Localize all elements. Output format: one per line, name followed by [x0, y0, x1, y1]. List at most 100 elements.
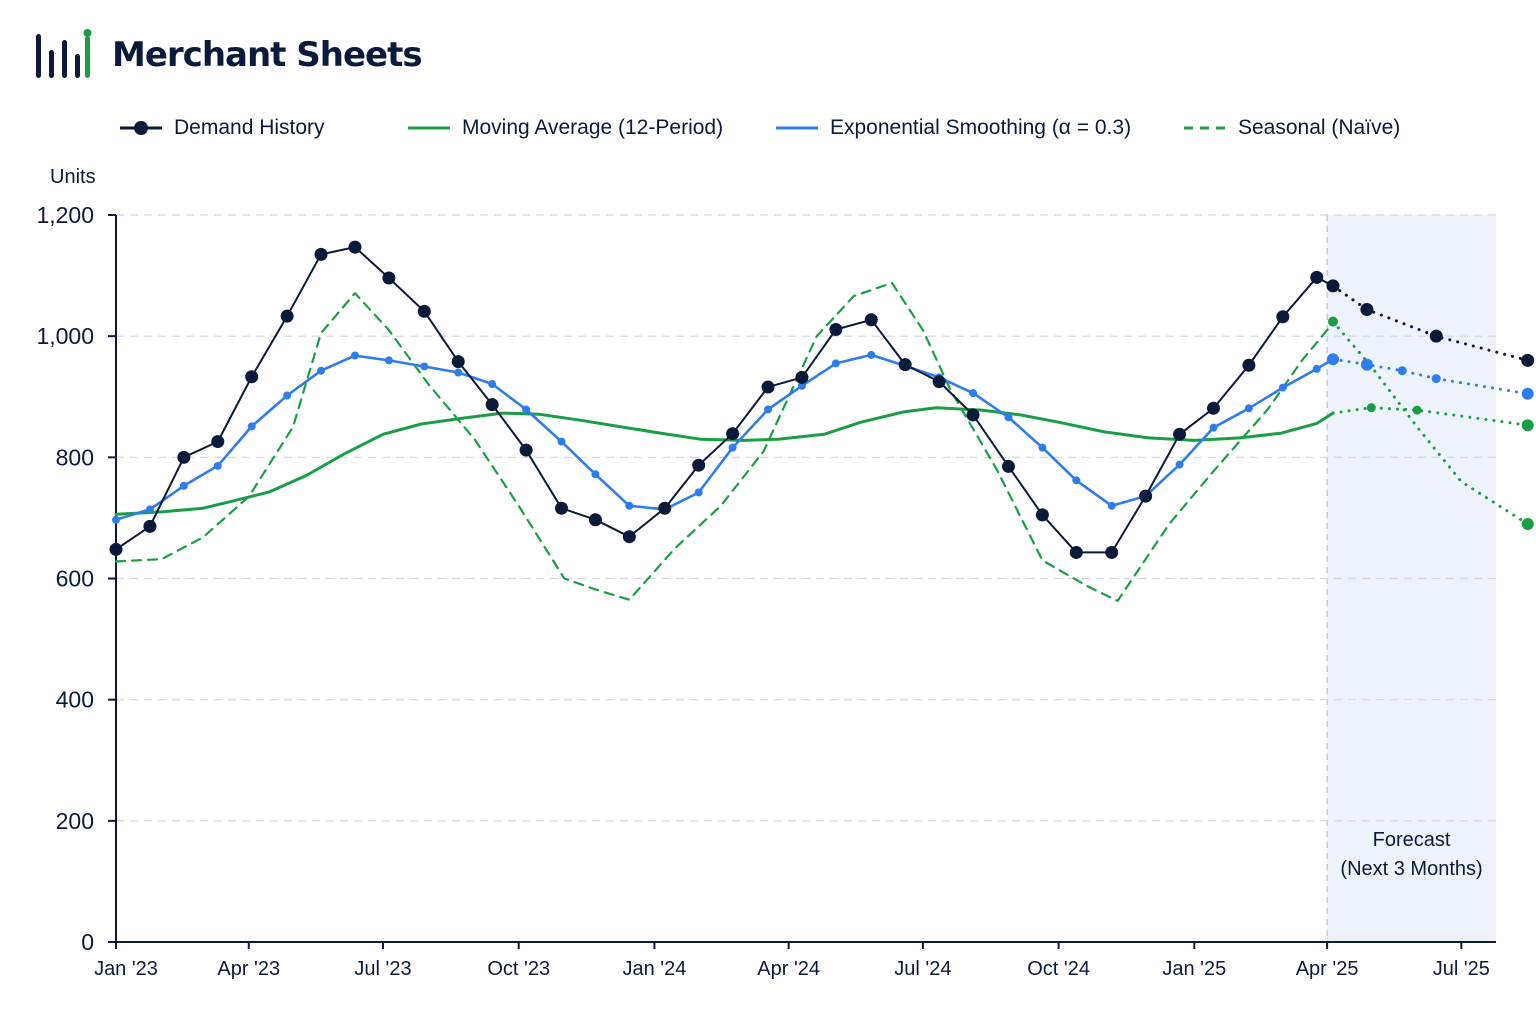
- x-tick-label: Apr '23: [217, 958, 280, 980]
- legend-item-moving-average[interactable]: Moving Average (12-Period): [406, 108, 723, 148]
- forecast-line: [1331, 320, 1530, 526]
- forecast-point: [1397, 366, 1407, 376]
- data-point: [728, 443, 737, 452]
- brand-header: Merchant Sheets: [36, 28, 423, 82]
- data-point: [1242, 358, 1256, 372]
- data-point: [109, 542, 123, 556]
- data-point: [658, 501, 672, 515]
- data-point: [283, 391, 292, 400]
- y-tick-label: 600: [56, 566, 94, 592]
- data-point: [211, 435, 225, 449]
- data-point: [1207, 401, 1221, 415]
- bar-chart-icon: [36, 29, 92, 78]
- data-point: [831, 359, 840, 368]
- data-point: [348, 240, 362, 254]
- data-point: [692, 458, 706, 472]
- history-line: [114, 281, 1335, 603]
- legend-dashed-line-icon: [1184, 126, 1226, 130]
- x-axis: Jan '23 Apr '23 Jul '23 Oct '23 Jan '24 Apr '…: [94, 941, 1496, 980]
- data-point: [245, 370, 259, 384]
- y-tick-label: 1,200: [36, 202, 94, 228]
- data-point: [454, 368, 463, 377]
- legend-item-demand-history[interactable]: Demand History: [118, 108, 325, 148]
- forecast-label: Forecast: [1373, 829, 1451, 851]
- data-point: [726, 427, 740, 441]
- data-point: [485, 398, 499, 412]
- history-line: [114, 406, 1335, 516]
- y-tick-label: 400: [56, 687, 94, 713]
- data-point: [384, 356, 393, 365]
- data-point: [554, 501, 568, 515]
- data-point: [898, 358, 912, 372]
- data-point: [1069, 545, 1083, 559]
- series-moving-average-12-period-: [114, 403, 1530, 516]
- data-point: [179, 481, 188, 490]
- data-point: [694, 488, 703, 497]
- data-point: [143, 519, 157, 533]
- y-tick-label: 0: [81, 929, 94, 955]
- data-point: [177, 450, 191, 464]
- data-point: [1326, 353, 1339, 366]
- series-seasonal-na-ve-: [114, 281, 1534, 603]
- forecast-label-subtitle: (Next 3 Months): [1340, 858, 1482, 880]
- forecast-point: [1521, 517, 1534, 530]
- data-point: [1072, 476, 1081, 485]
- series-layer: [109, 240, 1535, 603]
- legend-line-icon: [408, 126, 450, 130]
- x-tick-label: Apr '24: [757, 958, 820, 980]
- data-point: [557, 437, 566, 446]
- forecast-point: [1360, 358, 1373, 371]
- data-point: [519, 443, 533, 457]
- data-point: [1244, 404, 1253, 413]
- data-point: [625, 501, 634, 510]
- forecast-point: [1429, 329, 1443, 343]
- data-point: [382, 271, 396, 285]
- legend-label: Moving Average (12-Period): [462, 116, 724, 139]
- data-point: [1004, 413, 1013, 422]
- data-point: [1310, 270, 1324, 284]
- y-tick-label: 800: [56, 444, 94, 470]
- data-point: [867, 350, 876, 359]
- data-point: [350, 351, 359, 360]
- legend-line-icon: [776, 126, 818, 130]
- forecast-point: [1431, 374, 1441, 384]
- data-point: [1173, 427, 1187, 441]
- data-point: [1035, 508, 1049, 522]
- chart-legend: Demand History Moving Average (12-Period…: [118, 108, 1518, 148]
- data-point: [966, 408, 980, 422]
- data-point: [1001, 459, 1015, 473]
- data-point: [451, 355, 465, 369]
- forecast-point: [1327, 316, 1338, 327]
- data-point: [864, 313, 878, 327]
- data-point: [145, 505, 154, 514]
- data-point: [1278, 383, 1287, 392]
- y-tick-label: 1,000: [36, 323, 94, 349]
- data-point: [1038, 443, 1047, 452]
- legend-item-seasonal-naive[interactable]: Seasonal (Naïve): [1182, 108, 1400, 148]
- data-point: [829, 323, 843, 337]
- data-point: [488, 380, 497, 389]
- series-demand-history: [109, 240, 1535, 559]
- forecast-point: [1521, 387, 1534, 400]
- forecast-point: [1521, 353, 1535, 367]
- x-tick-label: Jan '25: [1162, 958, 1226, 980]
- app-name: Merchant Sheets: [112, 35, 423, 75]
- data-point: [317, 366, 326, 375]
- x-tick-label: Jul '23: [354, 958, 411, 980]
- data-point: [795, 370, 809, 384]
- forecast-point: [1360, 303, 1374, 317]
- legend-item-exponential-smoothing[interactable]: Exponential Smoothing (α = 0.3): [774, 108, 1131, 148]
- data-point: [797, 381, 806, 390]
- legend-line-marker-icon: [120, 121, 162, 135]
- data-point: [1139, 489, 1153, 503]
- data-point: [1175, 460, 1184, 469]
- data-point: [314, 247, 328, 261]
- data-point: [764, 405, 773, 414]
- data-point: [213, 461, 222, 470]
- y-tick-label: 200: [56, 808, 94, 834]
- data-point: [1276, 310, 1290, 324]
- legend-label: Seasonal (Naïve): [1238, 116, 1401, 139]
- data-point: [622, 530, 636, 544]
- data-point: [1312, 364, 1321, 373]
- data-point: [280, 309, 294, 323]
